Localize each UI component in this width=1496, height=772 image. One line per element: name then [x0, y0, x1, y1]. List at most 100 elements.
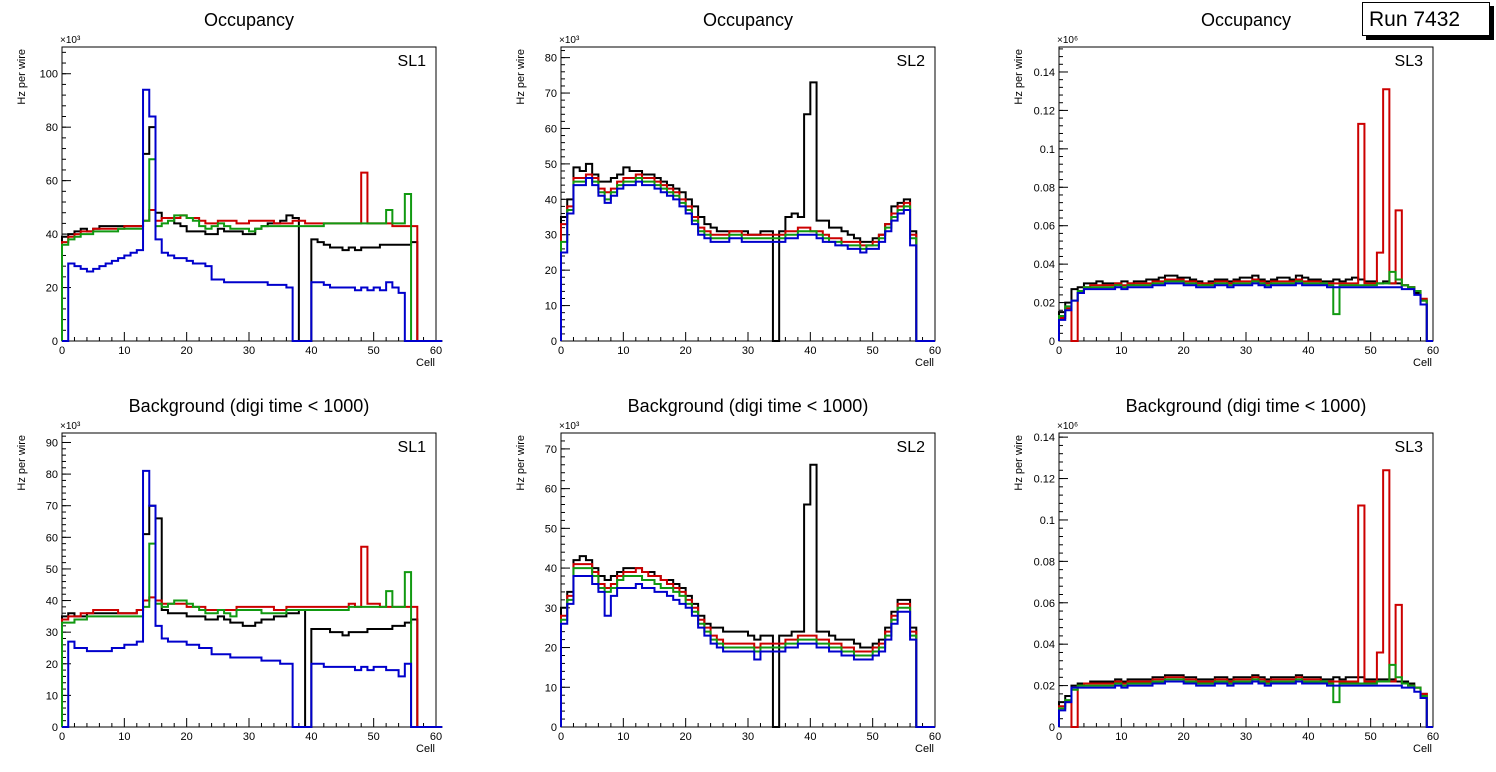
- x-tick-label: 60: [1427, 345, 1439, 357]
- superlayer-tag: SL3: [1395, 439, 1424, 456]
- chart-panel-4: Background (digi time < 1000) SL1 Cell Hz p…: [16, 396, 443, 755]
- series-black-histogram: [1058, 674, 1433, 728]
- chart-panel-2: Occupancy SL2 Cell Hz per wire ×10³ 0 10 20 30 40…: [515, 10, 941, 369]
- y-axis-exponent: ×10⁶: [1057, 421, 1078, 432]
- x-tick-label: 20: [1178, 345, 1190, 357]
- y-tick-label: 0.06: [1034, 221, 1055, 233]
- y-tick-label: 20: [545, 643, 557, 655]
- y-tick-label: 0: [52, 722, 58, 734]
- series-red-histogram: [61, 545, 443, 728]
- y-tick-label: 70: [46, 501, 58, 513]
- y-axis-exponent: ×10³: [60, 421, 81, 432]
- chart-title: Occupancy: [703, 10, 793, 30]
- y-axis-exponent: ×10³: [559, 35, 580, 46]
- x-tick-label: 40: [305, 345, 317, 357]
- chart-title: Background (digi time < 1000): [1126, 396, 1367, 416]
- x-tick-label: 50: [1365, 345, 1377, 357]
- y-axis-label: Hz per wire: [16, 435, 28, 491]
- series-blue-histogram: [1058, 680, 1433, 728]
- x-tick-label: 60: [430, 731, 442, 743]
- x-tick-label: 10: [118, 731, 130, 743]
- y-tick-label: 40: [545, 194, 557, 206]
- x-tick-label: 30: [1240, 731, 1252, 743]
- series-green-histogram: [61, 158, 443, 342]
- y-tick-label: 60: [46, 176, 58, 188]
- x-axis-label: Cell: [915, 357, 934, 369]
- plot-frame: [1058, 46, 1434, 342]
- superlayer-tag: SL2: [897, 53, 926, 70]
- x-tick-label: 0: [59, 345, 65, 357]
- series-green-histogram: [560, 177, 935, 342]
- y-tick-label: 100: [40, 69, 58, 81]
- y-tick-label: 80: [46, 469, 58, 481]
- y-tick-label: 10: [545, 301, 557, 313]
- chart-title: Background (digi time < 1000): [628, 396, 869, 416]
- y-tick-label: 0: [1049, 336, 1055, 348]
- x-tick-label: 40: [1302, 345, 1314, 357]
- x-axis-label: Cell: [416, 743, 435, 755]
- x-tick-label: 10: [1115, 731, 1127, 743]
- y-tick-label: 0.12: [1034, 105, 1055, 117]
- y-tick-label: 60: [545, 123, 557, 135]
- y-tick-label: 0.06: [1034, 598, 1055, 610]
- x-tick-label: 10: [1115, 345, 1127, 357]
- y-axis-label: Hz per wire: [515, 435, 527, 491]
- x-tick-label: 0: [558, 345, 564, 357]
- y-tick-label: 80: [545, 53, 557, 65]
- x-tick-label: 60: [430, 345, 442, 357]
- y-axis-exponent: ×10³: [60, 35, 81, 46]
- series-green-histogram: [61, 542, 443, 728]
- x-tick-label: 30: [243, 345, 255, 357]
- y-tick-label: 60: [545, 484, 557, 496]
- series-red-histogram: [1058, 469, 1433, 728]
- x-tick-label: 60: [929, 731, 941, 743]
- x-tick-label: 50: [867, 731, 879, 743]
- chart-title: Occupancy: [204, 10, 294, 30]
- series-red-histogram: [1058, 88, 1433, 342]
- superlayer-tag: SL1: [398, 53, 427, 70]
- plot-frame: [61, 432, 437, 728]
- y-tick-label: 0.08: [1034, 556, 1055, 568]
- x-tick-label: 30: [1240, 345, 1252, 357]
- x-tick-label: 60: [1427, 731, 1439, 743]
- x-tick-label: 20: [181, 731, 193, 743]
- y-tick-label: 20: [545, 265, 557, 277]
- y-axis-label: Hz per wire: [1013, 435, 1025, 491]
- y-tick-label: 40: [545, 563, 557, 575]
- y-tick-label: 30: [545, 230, 557, 242]
- y-axis-label: Hz per wire: [1013, 49, 1025, 105]
- y-tick-label: 70: [545, 444, 557, 456]
- y-tick-label: 80: [46, 122, 58, 134]
- series-red-histogram: [560, 173, 935, 342]
- y-tick-label: 0.04: [1034, 639, 1055, 651]
- series-black-histogram: [61, 126, 443, 342]
- x-tick-label: 30: [742, 345, 754, 357]
- y-tick-label: 0: [551, 722, 557, 734]
- x-tick-label: 40: [804, 731, 816, 743]
- x-tick-label: 0: [1056, 345, 1062, 357]
- run-label: Run 7432: [1362, 2, 1490, 36]
- y-tick-label: 50: [545, 159, 557, 171]
- y-tick-label: 0: [1049, 722, 1055, 734]
- x-axis-label: Cell: [1413, 743, 1432, 755]
- x-tick-label: 10: [617, 731, 629, 743]
- y-tick-label: 60: [46, 532, 58, 544]
- y-tick-label: 40: [46, 229, 58, 241]
- y-tick-label: 0.1: [1040, 144, 1055, 156]
- y-tick-label: 70: [545, 88, 557, 100]
- y-tick-label: 30: [46, 627, 58, 639]
- x-tick-label: 40: [1302, 731, 1314, 743]
- y-tick-label: 90: [46, 437, 58, 449]
- series-blue-histogram: [62, 469, 443, 728]
- x-tick-label: 20: [181, 345, 193, 357]
- x-tick-label: 50: [368, 731, 380, 743]
- superlayer-tag: SL1: [398, 439, 427, 456]
- y-tick-label: 0: [551, 336, 557, 348]
- superlayer-tag: SL3: [1395, 53, 1424, 70]
- chart-panel-5: Background (digi time < 1000) SL2 Cell Hz p…: [515, 396, 941, 755]
- x-tick-label: 0: [558, 731, 564, 743]
- x-axis-label: Cell: [915, 743, 934, 755]
- series-blue-histogram: [62, 88, 443, 342]
- x-tick-label: 10: [118, 345, 130, 357]
- y-tick-label: 0.04: [1034, 259, 1055, 271]
